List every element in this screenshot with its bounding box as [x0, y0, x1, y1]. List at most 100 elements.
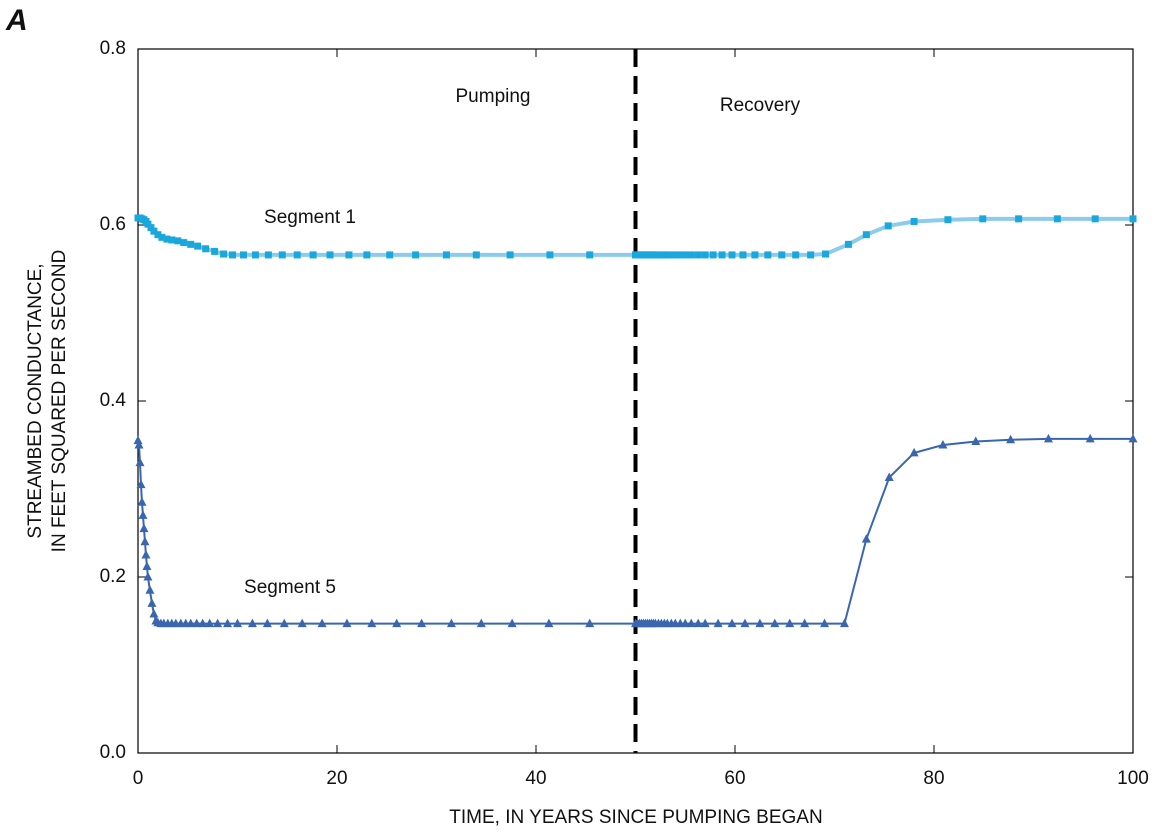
marker	[326, 251, 334, 259]
marker	[154, 231, 162, 239]
marker	[680, 618, 690, 628]
marker	[727, 618, 737, 628]
marker	[739, 251, 747, 259]
y-tick-label: 0.8	[100, 38, 126, 59]
x-axis-title: TIME, IN YEARS SINCE PUMPING BEGAN	[449, 807, 822, 828]
marker	[820, 618, 830, 628]
marker	[223, 618, 233, 628]
marker	[278, 251, 286, 259]
marker	[168, 236, 176, 244]
marker	[220, 250, 228, 258]
marker	[979, 215, 987, 223]
marker	[180, 239, 188, 247]
marker	[136, 479, 146, 489]
y-tick-label: 0.0	[100, 742, 126, 763]
marker	[938, 440, 948, 449]
marker	[158, 233, 166, 241]
annotation: Segment 5	[244, 577, 336, 598]
marker	[386, 251, 394, 259]
marker	[861, 534, 871, 543]
marker	[693, 618, 703, 628]
marker	[694, 251, 702, 259]
marker	[194, 242, 202, 250]
marker	[740, 618, 750, 628]
x-tick-label: 40	[525, 768, 546, 789]
y-axis-title-line: IN FEET SQUARED PER SECOND	[49, 250, 70, 553]
annotation: Pumping	[456, 86, 531, 107]
marker	[145, 585, 155, 594]
marker	[663, 251, 671, 259]
marker	[140, 536, 150, 546]
marker	[1015, 215, 1023, 223]
marker	[202, 245, 210, 253]
marker	[211, 247, 219, 255]
marker	[279, 618, 289, 628]
marker	[163, 235, 171, 243]
marker	[506, 251, 514, 259]
marker	[147, 224, 155, 232]
marker	[862, 231, 870, 239]
marker	[728, 251, 736, 259]
marker	[546, 251, 554, 259]
marker	[239, 251, 247, 259]
marker	[247, 618, 257, 628]
marker	[262, 618, 272, 628]
marker	[141, 550, 151, 559]
x-tick-label: 60	[724, 768, 745, 789]
marker	[910, 217, 918, 225]
marker	[229, 251, 237, 259]
marker	[585, 618, 595, 628]
marker	[785, 618, 795, 628]
marker	[800, 618, 810, 628]
x-tick-label: 0	[133, 768, 144, 789]
marker	[778, 251, 786, 259]
marker	[417, 618, 427, 628]
x-tick-label: 80	[923, 768, 944, 789]
marker	[792, 251, 800, 259]
marker	[187, 240, 195, 248]
marker	[676, 251, 684, 259]
marker	[198, 618, 208, 628]
marker	[264, 251, 272, 259]
marker	[133, 435, 143, 445]
marker	[1085, 433, 1095, 443]
marker	[671, 251, 679, 259]
marker	[687, 251, 695, 259]
marker	[251, 251, 259, 259]
marker	[1043, 433, 1053, 443]
marker	[342, 618, 352, 628]
marker	[174, 237, 182, 245]
marker	[233, 618, 242, 628]
marker	[392, 618, 402, 628]
marker	[186, 618, 196, 628]
y-tick-label: 0.2	[100, 566, 126, 587]
marker	[147, 598, 157, 607]
marker	[345, 251, 353, 259]
x-tick-label: 100	[1117, 768, 1149, 789]
marker	[309, 251, 317, 259]
marker	[586, 251, 594, 259]
marker	[137, 497, 147, 506]
marker	[709, 251, 717, 259]
marker	[363, 251, 371, 259]
marker	[507, 618, 517, 628]
y-axis-title-line: STREAMBED CONDUCTANCE,	[25, 263, 46, 538]
marker	[317, 618, 327, 628]
marker	[149, 608, 159, 618]
y-tick-label: 0.6	[100, 214, 126, 235]
marker	[822, 250, 830, 258]
marker	[1128, 433, 1138, 443]
marker	[143, 572, 153, 581]
marker	[770, 618, 780, 628]
marker	[1053, 215, 1061, 223]
marker	[297, 618, 307, 628]
marker	[944, 216, 952, 224]
marker	[412, 251, 420, 259]
panel-label: A	[5, 4, 28, 37]
marker	[909, 447, 919, 457]
marker	[681, 251, 689, 259]
marker	[144, 220, 152, 228]
marker	[764, 251, 772, 259]
marker	[844, 240, 852, 248]
marker	[807, 251, 815, 259]
